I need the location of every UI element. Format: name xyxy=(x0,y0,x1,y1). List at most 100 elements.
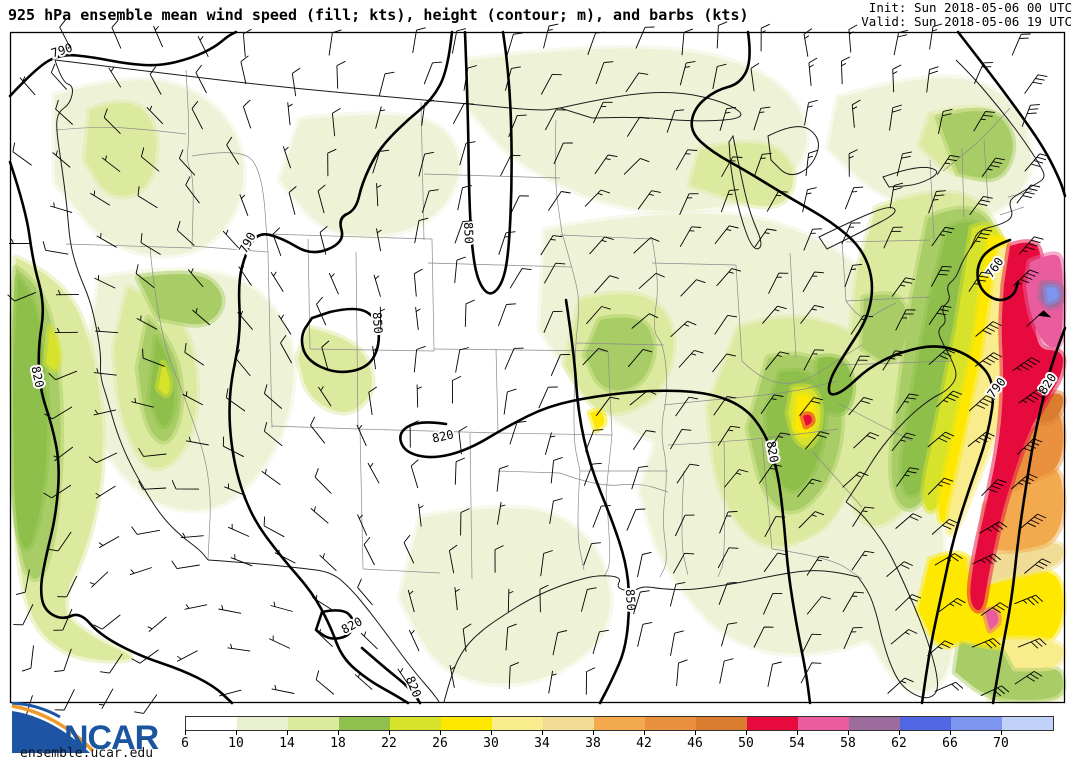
wind-barb xyxy=(410,459,419,489)
wind-barb xyxy=(713,396,737,416)
colorbar-segment xyxy=(900,717,951,730)
lake-outline xyxy=(882,166,938,188)
wind-barb xyxy=(676,659,688,687)
wind-barb xyxy=(316,296,327,326)
wind-barb xyxy=(237,310,253,330)
colorbar-tick-label: 70 xyxy=(993,736,1009,751)
height-contour xyxy=(399,389,812,705)
wind-barb xyxy=(135,264,155,289)
state-border xyxy=(741,344,863,384)
wind-barb xyxy=(883,226,903,249)
wind-barb xyxy=(409,420,419,448)
wind-barb xyxy=(1017,638,1047,649)
wind-barb xyxy=(714,225,739,245)
wind-barb xyxy=(631,465,649,490)
wind-barb xyxy=(360,631,378,650)
wind-barb xyxy=(895,309,916,331)
wind-barb xyxy=(927,431,955,448)
wind-barb xyxy=(235,349,251,377)
wind-barb xyxy=(887,677,914,694)
wind-barb xyxy=(666,109,685,133)
wind-barb xyxy=(1018,236,1044,255)
wind-barb xyxy=(719,510,738,534)
wind-barb xyxy=(633,590,650,615)
colorbar-segment xyxy=(186,717,237,730)
height-contour xyxy=(360,646,422,705)
wind-speed-fill xyxy=(276,111,463,240)
wind-barb xyxy=(890,629,918,645)
wind-barb xyxy=(19,76,36,96)
colorbar-tick-label: 6 xyxy=(181,736,189,751)
wind-barb xyxy=(543,310,563,333)
wind-barb xyxy=(230,554,253,567)
wind-barb xyxy=(886,561,913,577)
wind-barb xyxy=(403,534,415,564)
colorbar-tick-label: 46 xyxy=(687,736,703,751)
wind-barb xyxy=(716,21,728,49)
wind-barb xyxy=(842,591,864,613)
height-contour xyxy=(8,30,238,98)
state-border xyxy=(65,243,193,249)
wind-barb xyxy=(968,395,996,412)
wind-barb xyxy=(852,506,875,527)
wind-barb xyxy=(981,478,1007,497)
wind-barb xyxy=(129,567,152,576)
ncar-logo-swoosh xyxy=(12,711,90,753)
wind-barb xyxy=(268,635,291,649)
wind-speed-fill xyxy=(799,411,816,430)
wind-barb xyxy=(981,157,1005,177)
wind-barb xyxy=(969,229,993,250)
wind-barb xyxy=(12,142,32,166)
wind-barb xyxy=(263,516,285,538)
wind-barb xyxy=(53,446,74,462)
wind-barb xyxy=(367,462,380,484)
wind-speed-colorbar xyxy=(185,716,1054,731)
wind-speed-fill xyxy=(586,407,608,434)
run-times: Init: Sun 2018-05-06 00 UTC Valid: Sun 20… xyxy=(861,1,1072,29)
wind-barb xyxy=(103,108,121,135)
wind-barb xyxy=(719,106,736,131)
wind-barb xyxy=(580,587,597,612)
wind-barb xyxy=(182,391,204,406)
wind-barb xyxy=(971,637,1001,649)
state-border xyxy=(667,428,839,446)
state-border xyxy=(423,173,561,179)
wind-barb xyxy=(595,61,614,85)
wind-barb xyxy=(848,396,873,416)
wind-barb xyxy=(191,100,203,130)
wind-barb xyxy=(929,23,943,50)
colorbar-tick xyxy=(236,730,237,735)
colorbar-tick-label: 38 xyxy=(585,736,601,751)
wind-barb xyxy=(850,314,874,335)
wind-speed-fill xyxy=(81,99,160,200)
colorbar-tick xyxy=(542,730,543,735)
wind-barb xyxy=(180,532,204,539)
wind-barb xyxy=(463,65,478,91)
wind-barb xyxy=(93,409,117,416)
wind-barb xyxy=(1016,184,1041,204)
wind-barb xyxy=(50,63,68,90)
wind-barb xyxy=(806,555,829,576)
wind-barb xyxy=(798,511,825,529)
wind-barb xyxy=(460,508,470,536)
wind-barb xyxy=(550,354,570,376)
wind-barb xyxy=(226,136,240,165)
contour-label: 790 xyxy=(236,230,259,256)
state-border xyxy=(961,147,965,218)
wind-barb xyxy=(967,431,995,447)
wind-barb xyxy=(543,23,559,49)
wind-barb xyxy=(758,464,782,484)
wind-barb xyxy=(938,597,966,613)
colorbar-tick xyxy=(899,730,900,735)
wind-barb xyxy=(627,348,653,368)
wind-barb xyxy=(895,594,922,611)
colorbar-labels: 6 10 14 18 22 26 30 34 38 42 46 50 54 58 62 66 70 xyxy=(181,736,1054,752)
wind-barb xyxy=(55,290,79,296)
wind-barb xyxy=(553,142,573,165)
wind-barb xyxy=(224,483,246,497)
wind-speed-fill xyxy=(581,314,657,394)
wind-barb xyxy=(802,271,824,293)
wind-barb xyxy=(936,155,960,175)
state-border xyxy=(837,402,913,442)
wind-barb xyxy=(540,550,553,577)
